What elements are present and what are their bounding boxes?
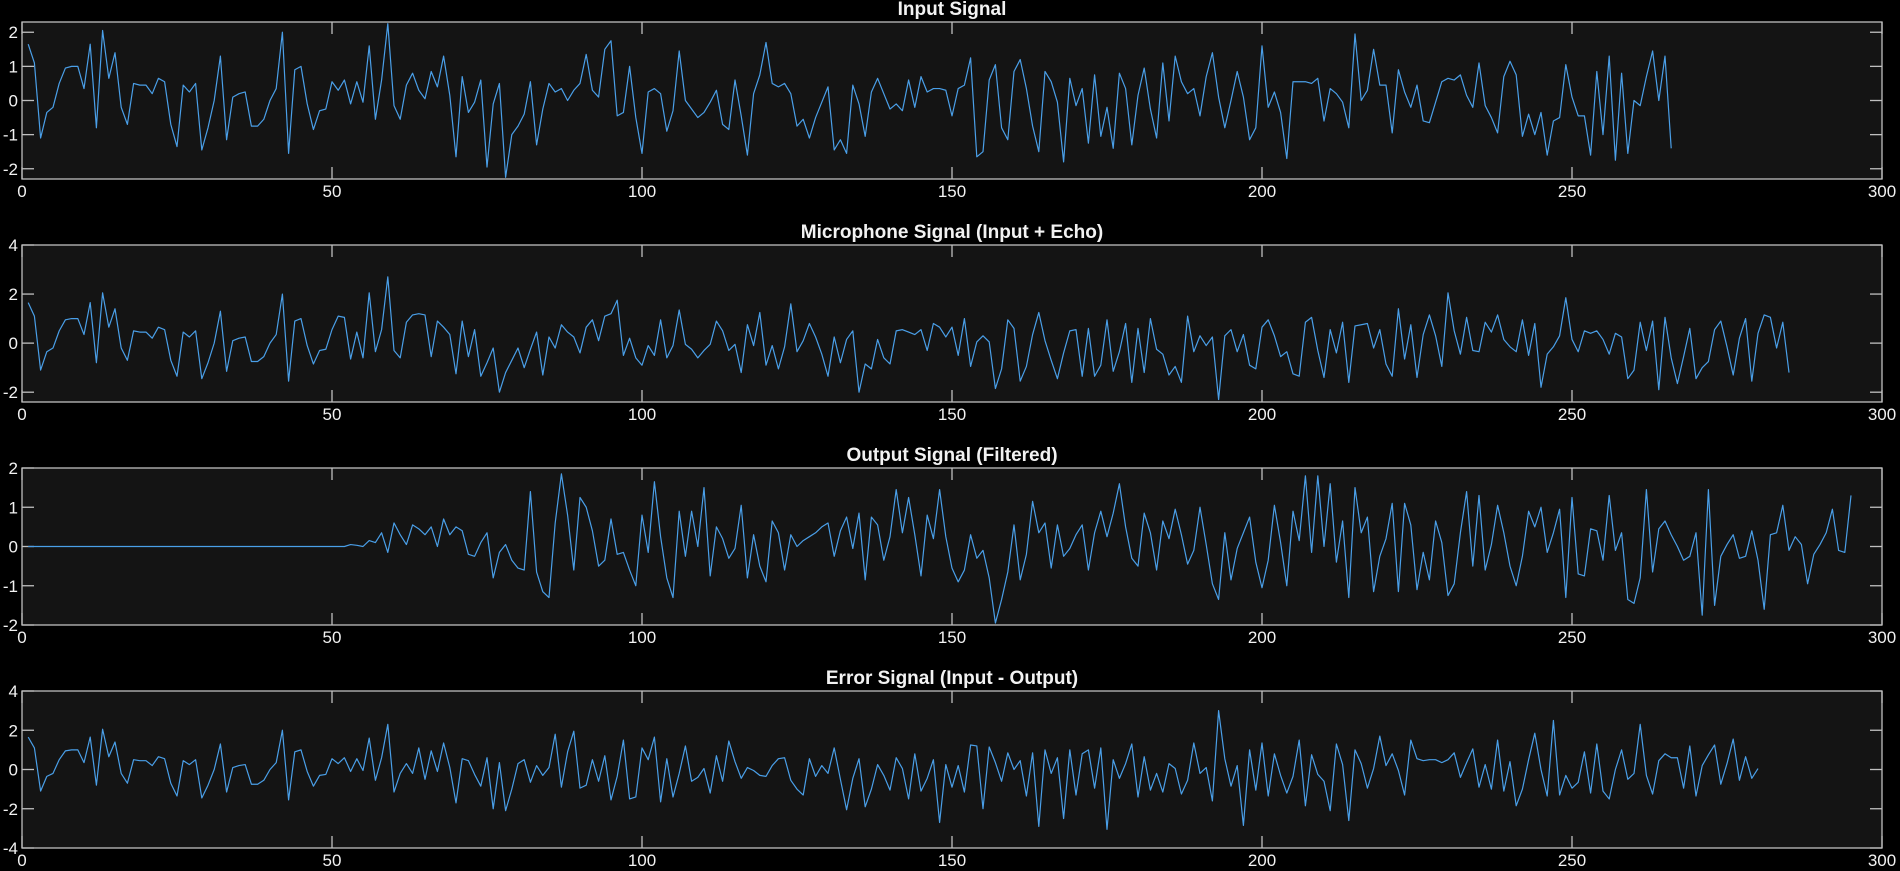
axes-title: Microphone Signal (Input + Echo) [801,222,1103,243]
subplot-output-signal: Output Signal (Filtered) 0 50 100 150 200 250… [3,445,1896,647]
x-tick-label: 150 [938,851,966,870]
y-tick-label: 0 [9,538,18,557]
signal-line [27,276,1790,401]
x-tick-label: 0 [17,405,26,424]
x-tick-label: 0 [17,851,26,870]
x-tick-label: 300 [1868,182,1896,201]
subplot-microphone-signal: Microphone Signal (Input + Echo) 0 50 100 1… [3,222,1896,424]
y-tick-label: 2 [9,23,18,42]
signal-line [27,23,1672,178]
x-tick-label: 50 [323,405,342,424]
axes-box [21,690,1883,849]
y-tick-label: -1 [3,126,18,145]
y-tick-label: 0 [9,761,18,780]
x-tick-label: 100 [628,851,656,870]
y-tick-label: 4 [9,236,18,255]
x-tick-label: 200 [1248,851,1276,870]
y-tick-label: -2 [3,383,18,402]
x-tick-label: 0 [17,628,26,647]
y-tick-label: -4 [3,839,18,858]
x-tick-label: 300 [1868,405,1896,424]
x-tick-label: 50 [323,851,342,870]
subplot-input-signal: Input Signal 0 50 100 150 200 250 300 -2 -1 0 1 2 [3,0,1896,201]
y-tick-label: 0 [9,92,18,111]
axes-title: Input Signal [898,0,1007,20]
y-tick-label: 2 [9,721,18,740]
x-tick-label: 300 [1868,851,1896,870]
signal-line [27,710,1759,830]
x-tick-label: 50 [323,628,342,647]
x-tick-label: 100 [628,405,656,424]
y-tick-label: 1 [9,57,18,76]
axes-title: Output Signal (Filtered) [846,445,1057,466]
x-tick-label: 250 [1558,405,1586,424]
subplot-error-signal: Error Signal (Input - Output) 0 50 100 150 2… [3,668,1896,870]
x-tick-label: 150 [938,628,966,647]
x-tick-label: 250 [1558,628,1586,647]
y-tick-label: 2 [9,459,18,478]
x-tick-label: 100 [628,628,656,647]
y-tick-label: -2 [3,800,18,819]
x-tick-label: 300 [1868,628,1896,647]
x-tick-label: 250 [1558,851,1586,870]
x-tick-label: 150 [938,405,966,424]
x-tick-label: 200 [1248,628,1276,647]
y-tick-label: -1 [3,577,18,596]
x-tick-label: 150 [938,182,966,201]
y-tick-label: -2 [3,616,18,635]
x-tick-label: 100 [628,182,656,201]
x-tick-label: 250 [1558,182,1586,201]
y-tick-label: 1 [9,498,18,517]
y-tick-label: 0 [9,334,18,353]
signal-line [28,473,1852,624]
x-tick-label: 50 [323,182,342,201]
x-tick-label: 200 [1248,405,1276,424]
x-tick-label: 200 [1248,182,1276,201]
axes-box [21,21,1883,180]
x-tick-label: 0 [17,182,26,201]
axes-title: Error Signal (Input - Output) [826,668,1078,689]
y-tick-label: 2 [9,285,18,304]
y-tick-label: -2 [3,160,18,179]
y-tick-label: 4 [9,682,18,701]
axes-box [21,244,1883,403]
